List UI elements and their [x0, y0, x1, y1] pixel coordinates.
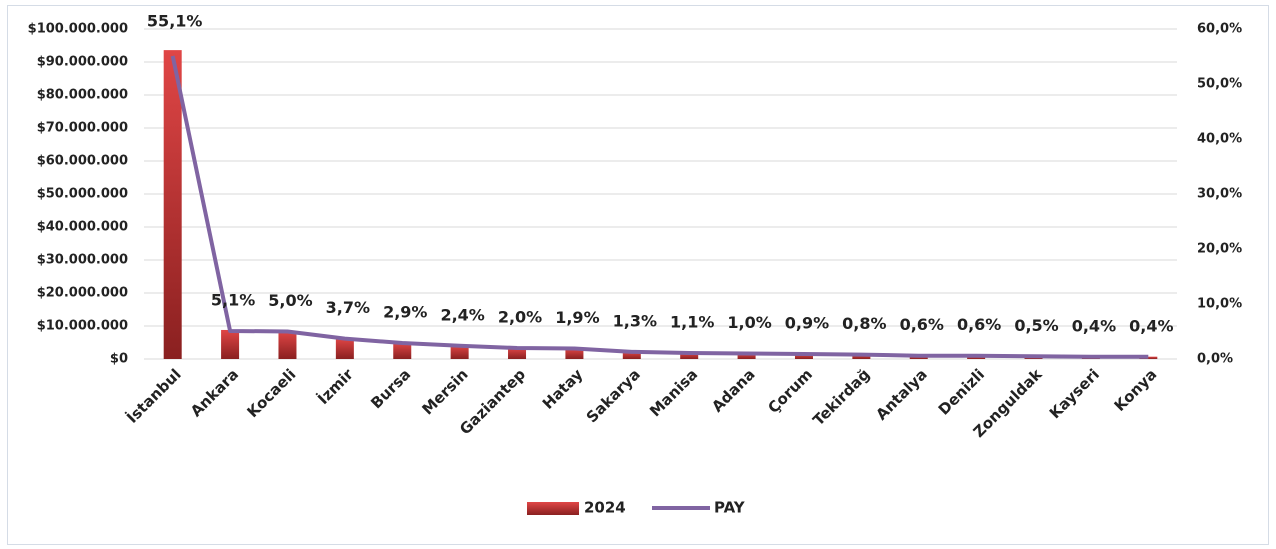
y2-tick-label: 40,0%: [1197, 132, 1242, 147]
y2-tick-label: 60,0%: [1197, 22, 1242, 37]
data-label: 5,1%: [211, 290, 255, 309]
data-label: 3,7%: [326, 298, 370, 317]
bar: [680, 352, 699, 359]
y-tick-label: $70.000.000: [37, 121, 128, 136]
data-label: 1,0%: [727, 313, 771, 332]
data-label: 5,0%: [268, 291, 312, 310]
bar: [737, 353, 756, 359]
y2-tick-label: 30,0%: [1197, 187, 1242, 202]
data-label: 55,1%: [147, 12, 203, 31]
y-tick-label: $80.000.000: [37, 88, 128, 103]
y-tick-label: $60.000.000: [37, 154, 128, 169]
data-label: 2,4%: [440, 305, 484, 324]
bar: [163, 50, 182, 360]
y-tick-label: $10.000.000: [37, 319, 128, 334]
y2-tick-label: 50,0%: [1197, 77, 1242, 92]
data-label: 0,9%: [785, 314, 829, 333]
y-tick-label: $20.000.000: [37, 286, 128, 301]
data-label: 0,6%: [900, 315, 944, 334]
legend-label: PAY: [714, 499, 746, 517]
bar: [508, 347, 527, 359]
chart-border: [7, 5, 1269, 545]
bar: [335, 338, 354, 359]
y2-tick-label: 10,0%: [1197, 297, 1242, 312]
legend-label: 2024: [584, 499, 626, 517]
bar: [278, 330, 297, 359]
legend-swatch: [527, 502, 579, 515]
y-tick-label: $50.000.000: [37, 187, 128, 202]
data-label: 1,9%: [555, 308, 599, 327]
y2-tick-label: 20,0%: [1197, 242, 1242, 257]
y-tick-label: $40.000.000: [37, 220, 128, 235]
line: [170, 55, 1149, 359]
bar: [852, 354, 871, 359]
data-label: 2,0%: [498, 308, 542, 327]
data-label: 0,6%: [957, 315, 1001, 334]
y2-tick-label: 0,0%: [1197, 352, 1233, 367]
bar: [794, 354, 813, 359]
bar: [622, 351, 641, 359]
y-tick-label: $100.000.000: [28, 22, 128, 37]
y-tick-label: $30.000.000: [37, 253, 128, 268]
y-tick-label: $90.000.000: [37, 55, 128, 70]
y-tick-label: $0: [110, 352, 128, 367]
data-label: 1,3%: [613, 311, 657, 330]
bar: [393, 342, 412, 359]
data-label: 0,8%: [842, 314, 886, 333]
data-label: 2,9%: [383, 303, 427, 322]
bar: [221, 329, 240, 359]
data-label: 0,5%: [1014, 316, 1058, 335]
bar: [450, 345, 469, 359]
data-label: 0,4%: [1072, 316, 1116, 335]
data-label: 0,4%: [1129, 316, 1173, 335]
data-label: 1,1%: [670, 312, 714, 331]
bar: [565, 348, 584, 359]
